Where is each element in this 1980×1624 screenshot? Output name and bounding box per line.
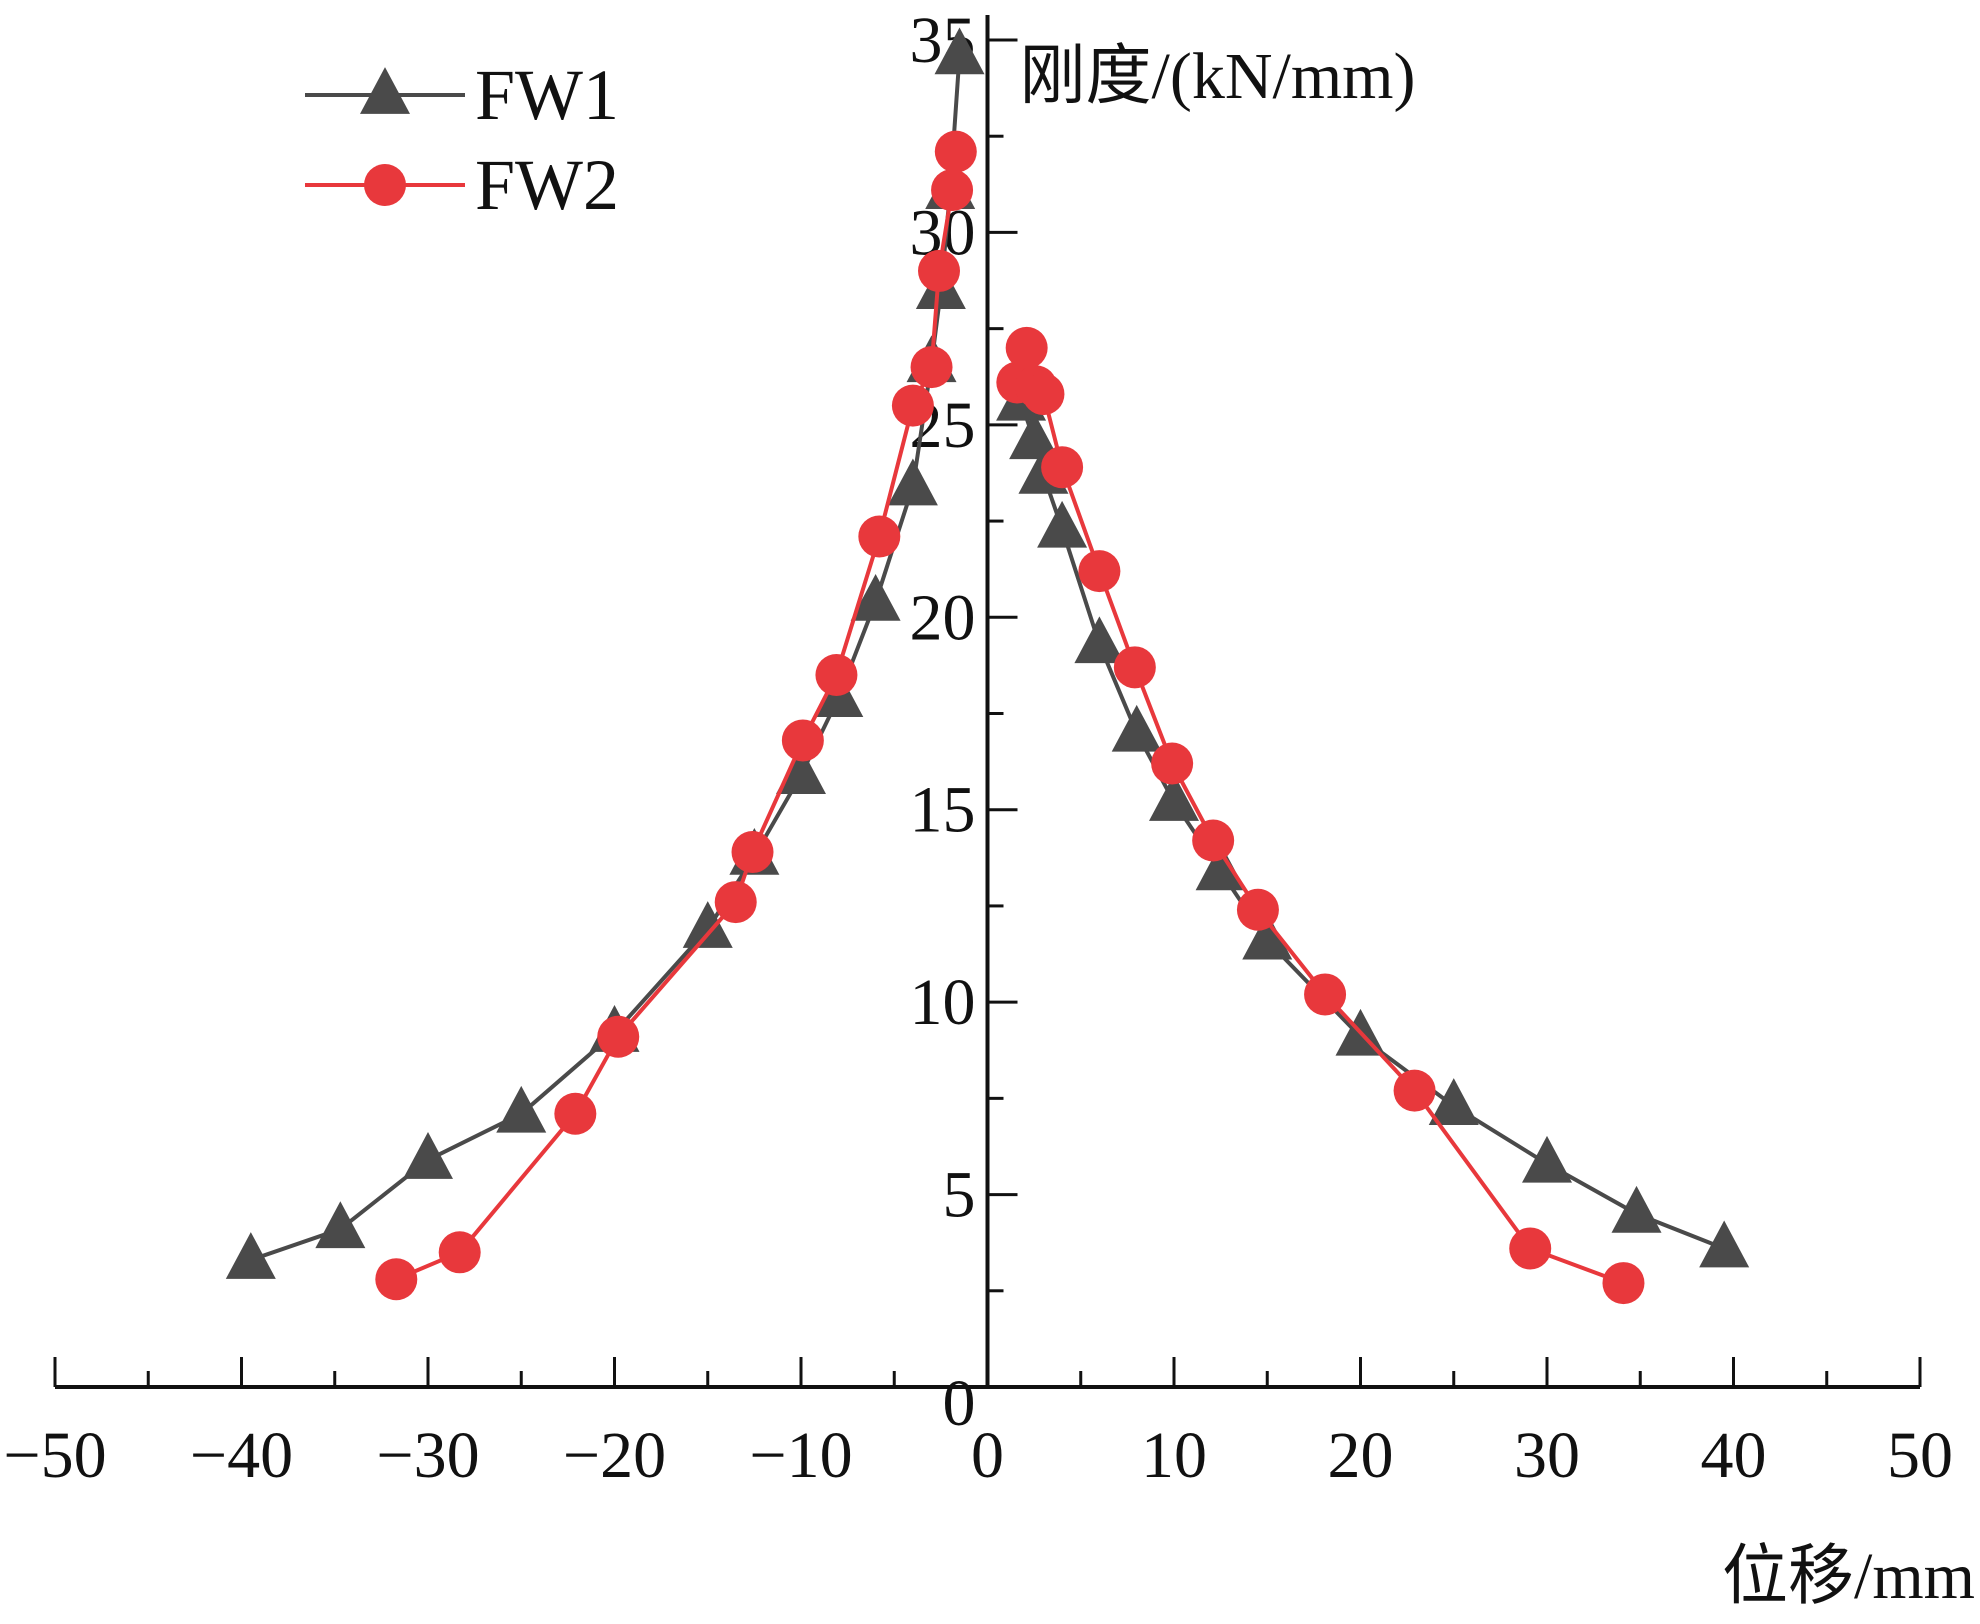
y-axis-title: 刚度/(kN/mm) bbox=[1020, 40, 1416, 113]
triangle-marker bbox=[1037, 500, 1088, 548]
circle-marker bbox=[910, 346, 953, 389]
circle-marker bbox=[554, 1092, 597, 1135]
x-tick-label: −40 bbox=[190, 1419, 293, 1492]
y-tick-label: 20 bbox=[910, 581, 976, 654]
circle-marker bbox=[1151, 742, 1194, 785]
x-tick-label: 10 bbox=[1141, 1419, 1207, 1492]
x-tick-label: −20 bbox=[563, 1419, 666, 1492]
circle-marker bbox=[1113, 646, 1156, 689]
x-tick-label: 40 bbox=[1701, 1419, 1767, 1492]
triangle-marker bbox=[1009, 412, 1060, 460]
circle-marker bbox=[858, 515, 901, 558]
triangle-marker bbox=[225, 1232, 276, 1279]
circle-marker bbox=[375, 1258, 418, 1301]
legend-label-fw1: FW1 bbox=[475, 55, 619, 135]
triangle-marker bbox=[776, 747, 826, 794]
circle-marker bbox=[1304, 973, 1347, 1016]
axes: −50 −40 −30 −20 −10 0 10 20 30 40 50 0510152025303… bbox=[3, 4, 1953, 1492]
series-fw2 bbox=[375, 130, 1645, 1305]
circle-marker bbox=[931, 169, 974, 212]
triangle-marker bbox=[1195, 843, 1246, 891]
series-layer bbox=[225, 27, 1750, 1305]
x-tick-label: 0 bbox=[971, 1419, 1004, 1492]
triangle-marker bbox=[850, 573, 901, 621]
legend-label-fw2: FW2 bbox=[475, 145, 619, 225]
x-ticks: −50 −40 −30 −20 −10 0 10 20 30 40 50 bbox=[3, 1357, 1953, 1492]
y-tick-label: 5 bbox=[943, 1159, 976, 1232]
x-tick-label: 30 bbox=[1514, 1419, 1580, 1492]
circle-marker bbox=[934, 130, 977, 173]
circle-marker bbox=[731, 831, 774, 874]
y-tick-label: 10 bbox=[910, 966, 976, 1039]
series-line bbox=[395, 151, 958, 1282]
circle-marker bbox=[1078, 550, 1121, 593]
circle-marker bbox=[714, 881, 757, 924]
x-tick-label: 50 bbox=[1887, 1419, 1953, 1492]
legend-circle-marker bbox=[364, 164, 406, 206]
legend-item-fw1: FW1 bbox=[305, 55, 619, 135]
circle-marker bbox=[815, 654, 858, 697]
triangle-marker bbox=[1522, 1135, 1572, 1183]
triangle-marker bbox=[496, 1085, 547, 1133]
triangle-marker bbox=[1611, 1185, 1662, 1233]
series-line bbox=[1015, 347, 1625, 1285]
y-tick-label: 0 bbox=[943, 1367, 976, 1440]
circle-marker bbox=[891, 384, 934, 427]
series-line bbox=[1019, 401, 1725, 1251]
x-tick-label: 20 bbox=[1328, 1419, 1394, 1492]
circle-marker bbox=[1393, 1069, 1436, 1112]
circle-marker bbox=[1602, 1262, 1645, 1305]
circle-marker bbox=[438, 1231, 481, 1274]
x-tick-label: −50 bbox=[3, 1419, 106, 1492]
x-tick-label: −30 bbox=[376, 1419, 479, 1492]
triangle-marker bbox=[887, 458, 938, 506]
triangle-marker bbox=[934, 27, 985, 75]
y-tick-label: 15 bbox=[910, 774, 976, 847]
circle-marker bbox=[1041, 446, 1084, 489]
circle-marker bbox=[1192, 819, 1235, 862]
triangle-marker bbox=[403, 1132, 453, 1179]
triangle-marker bbox=[1111, 704, 1162, 752]
circle-marker bbox=[781, 719, 824, 762]
legend-item-fw2: FW2 bbox=[305, 145, 619, 225]
triangle-marker bbox=[315, 1201, 366, 1249]
series-line bbox=[250, 55, 962, 1262]
circle-marker bbox=[1022, 373, 1065, 416]
legend: FW1 FW2 bbox=[305, 55, 619, 225]
triangle-marker bbox=[1242, 912, 1293, 960]
circle-marker bbox=[918, 249, 961, 292]
legend-triangle-marker bbox=[360, 67, 410, 114]
circle-marker bbox=[1236, 888, 1279, 931]
circle-marker bbox=[1005, 326, 1048, 369]
triangle-marker bbox=[1428, 1078, 1479, 1125]
triangle-marker bbox=[1074, 616, 1125, 664]
triangle-marker bbox=[1699, 1220, 1750, 1268]
triangle-marker bbox=[682, 901, 733, 948]
circle-marker bbox=[1509, 1227, 1552, 1270]
x-tick-label: −10 bbox=[749, 1419, 852, 1492]
triangle-marker bbox=[1149, 774, 1199, 821]
circle-marker bbox=[597, 1015, 640, 1058]
x-axis-title: 位移/mm bbox=[1722, 1540, 1975, 1613]
